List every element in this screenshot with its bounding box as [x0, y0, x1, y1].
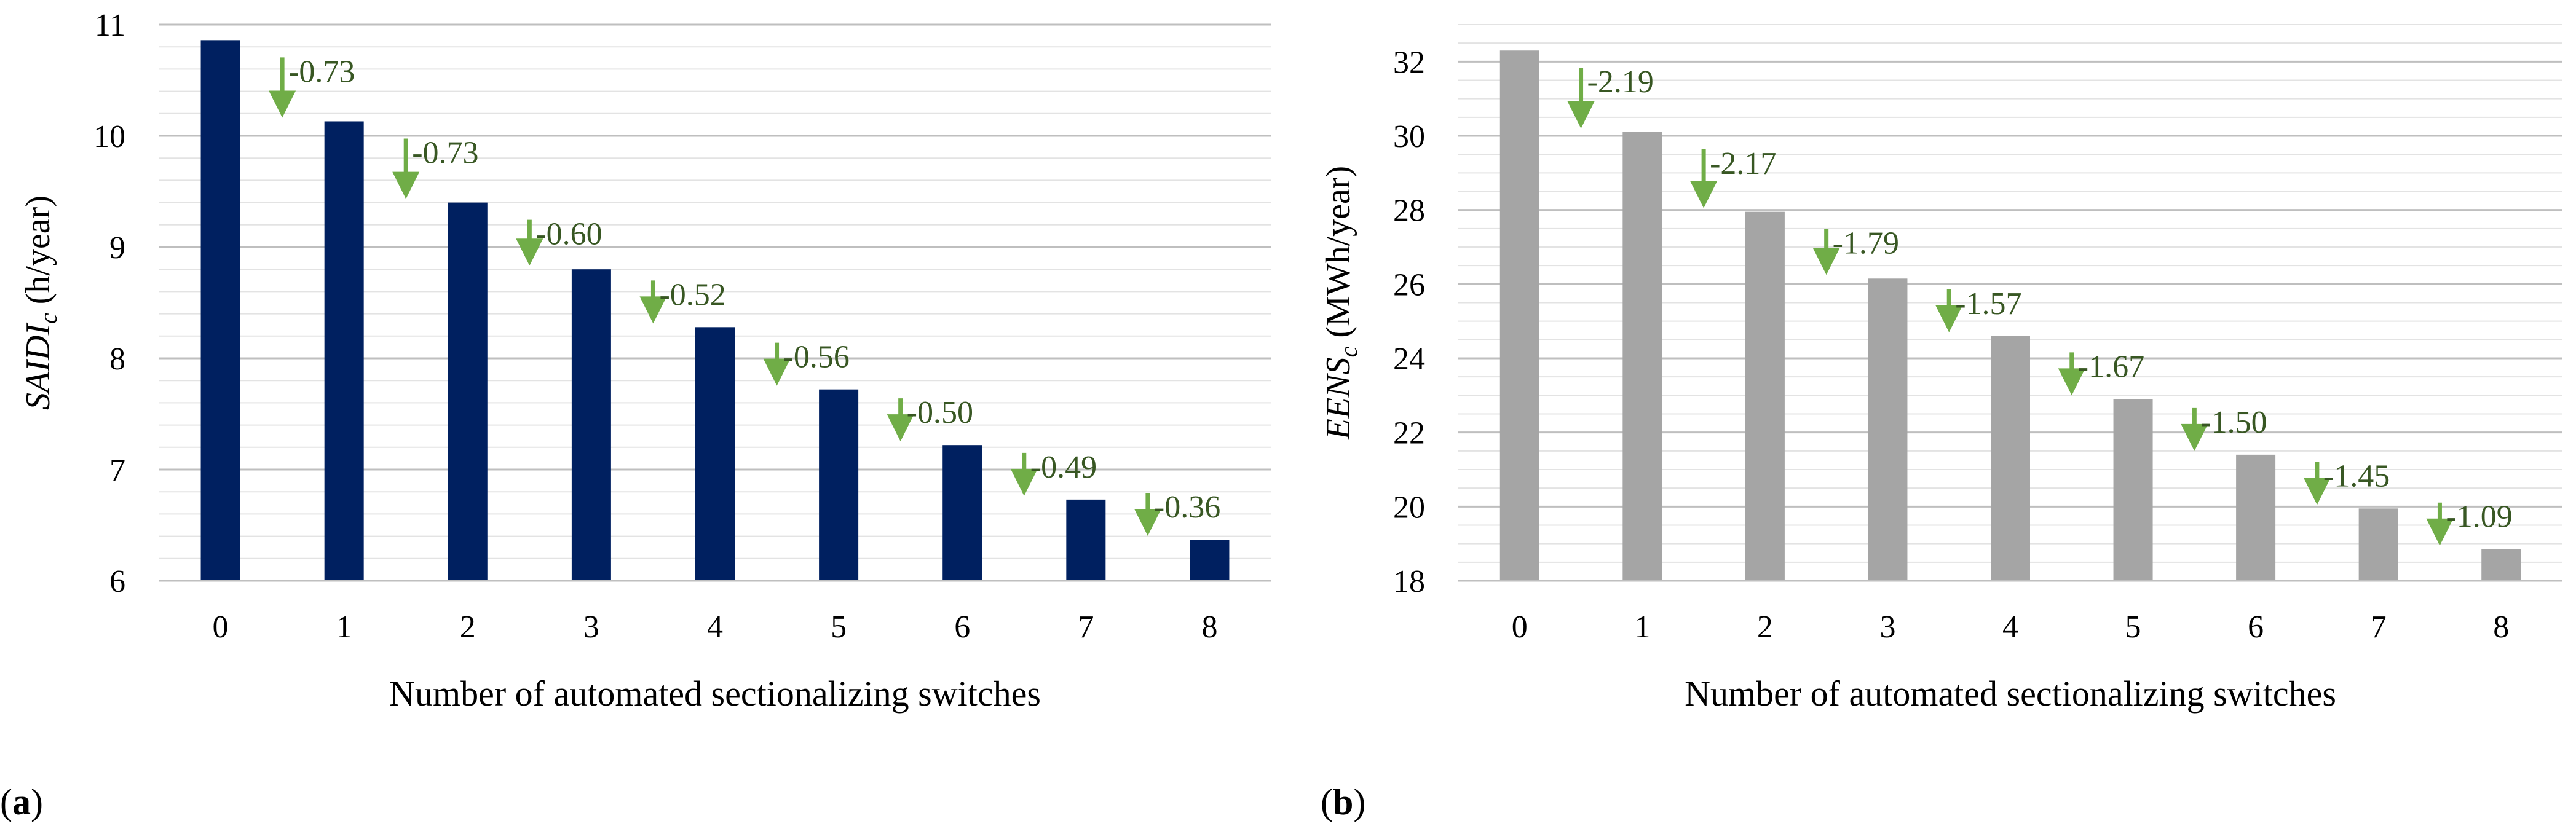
bar-a-3 [571, 269, 611, 581]
x-axis-label-a: Number of automated sectionalizing switc… [389, 674, 1041, 714]
y-tick-label: 11 [95, 8, 125, 43]
panel-label-a: (a) [0, 782, 43, 822]
y-tick-label: 8 [109, 342, 125, 377]
y-tick-label: 24 [1393, 342, 1425, 377]
reduction-label: -0.52 [659, 277, 725, 312]
y-tick-label: 6 [109, 564, 125, 599]
reduction-arrow-head [1010, 468, 1038, 496]
y-tick-label: 9 [109, 230, 125, 266]
x-tick-label: 5 [2125, 610, 2141, 645]
x-tick-labels-b: 0 1 2 3 4 5 6 7 8 [1512, 610, 2509, 645]
x-tick-label: 8 [1201, 610, 1217, 645]
x-tick-label: 7 [2371, 610, 2387, 645]
x-tick-label: 0 [213, 610, 229, 645]
reduction-label: -1.09 [2446, 500, 2512, 535]
reduction-arrow-head [763, 358, 791, 386]
y-axis-label-b: EENSc (MWh/year) [1319, 166, 1362, 440]
reduction-arrow-head [516, 238, 543, 266]
reduction-label: -0.36 [1154, 490, 1220, 525]
bar-a-5 [819, 389, 859, 581]
chart-panel-a: -0.73 -0.73 -0.60 -0.52 -0.56 -0.50 -0.49 -0.36… [0, 8, 1271, 822]
reduction-arrow-head [1690, 181, 1718, 208]
y-tick-label: 20 [1393, 490, 1425, 525]
bar-a-0 [200, 40, 240, 581]
x-tick-label: 8 [2493, 610, 2509, 645]
y-tick-label: 7 [109, 453, 125, 488]
reduction-arrow-head [887, 414, 914, 442]
bar-b-2 [1745, 211, 1785, 581]
bar-a-2 [448, 202, 488, 581]
reduction-arrow-head [1567, 101, 1595, 128]
reduction-arrow-head [392, 171, 420, 199]
reduction-label: -0.73 [412, 135, 478, 170]
reduction-label: -0.49 [1030, 450, 1097, 485]
reduction-label: -1.67 [2078, 349, 2144, 384]
bar-a-6 [942, 445, 982, 581]
x-tick-label: 3 [583, 610, 599, 645]
y-tick-label: 22 [1393, 416, 1425, 451]
x-tick-label: 6 [954, 610, 970, 645]
reduction-arrow-head [2058, 368, 2085, 396]
y-tick-label: 30 [1393, 119, 1425, 154]
reduction-label: -0.56 [783, 340, 850, 375]
reduction-label: -1.50 [2200, 405, 2267, 440]
reduction-label: -2.19 [1587, 65, 1654, 100]
x-tick-label: 1 [1634, 610, 1650, 645]
y-axis-label-a: SAIDIc (h/year) [19, 195, 62, 410]
x-tick-label: 0 [1512, 610, 1528, 645]
bar-b-1 [1622, 132, 1662, 581]
bar-b-4 [1991, 336, 2030, 581]
bar-b-5 [2113, 399, 2153, 581]
x-tick-label: 4 [707, 610, 723, 645]
x-tick-label: 3 [1879, 610, 1895, 645]
x-tick-label: 4 [2002, 610, 2018, 645]
reduction-arrow-head [1812, 248, 1840, 275]
reduction-arrow-head [2181, 423, 2208, 451]
y-tick-labels-b: 18 20 22 24 26 28 30 32 [1393, 45, 1425, 599]
reduction-arrow-head [2303, 478, 2331, 505]
reduction-label: -1.57 [1955, 286, 2021, 321]
y-tick-label: 10 [93, 119, 125, 154]
y-tick-labels-a: 6 7 8 9 10 11 [93, 8, 125, 599]
x-tick-label: 2 [1757, 610, 1773, 645]
y-tick-label: 28 [1393, 194, 1425, 229]
bar-b-3 [1868, 278, 1908, 581]
bar-b-8 [2481, 549, 2521, 581]
reduction-arrow-head [1935, 305, 1963, 332]
x-tick-labels-a: 0 1 2 3 4 5 6 7 8 [213, 610, 1218, 645]
x-axis-label-b: Number of automated sectionalizing switc… [1685, 674, 2336, 714]
x-tick-label: 2 [460, 610, 476, 645]
reduction-arrow-head [1134, 509, 1161, 537]
bar-a-7 [1066, 499, 1106, 581]
y-tick-label: 26 [1393, 267, 1425, 302]
reduction-arrow-head [2426, 518, 2454, 546]
y-tick-label: 18 [1393, 564, 1425, 599]
reduction-label: -1.79 [1833, 226, 1899, 261]
reduction-label: -0.50 [907, 395, 973, 430]
annotations-b: -2.19 -2.17 -1.79 -1.57 -1.67 -1.50 -1.45 -1.09 [1567, 65, 2513, 546]
bar-a-4 [695, 327, 735, 581]
x-tick-label: 7 [1078, 610, 1094, 645]
reduction-label: -0.60 [535, 217, 602, 252]
bar-a-1 [324, 121, 364, 581]
bar-b-7 [2358, 508, 2398, 581]
reduction-label: -1.45 [2323, 458, 2390, 494]
y-tick-label: 32 [1393, 45, 1425, 80]
x-tick-label: 5 [831, 610, 847, 645]
reduction-arrow-head [639, 296, 667, 324]
annotations-a: -0.73 -0.73 -0.60 -0.52 -0.56 -0.50 -0.49 -0.36 [269, 54, 1220, 537]
bar-b-0 [1499, 50, 1539, 581]
chart-panel-b: -2.19 -2.17 -1.79 -1.57 -1.67 -1.50 -1.45 -1.09… [1319, 24, 2562, 822]
reduction-arrow-head [269, 90, 296, 118]
x-tick-label: 1 [336, 610, 352, 645]
bar-a-8 [1190, 540, 1230, 581]
bars-b [1499, 50, 2521, 581]
panel-label-b: (b) [1321, 782, 1365, 822]
x-tick-label: 6 [2248, 610, 2264, 645]
reduction-label: -0.73 [288, 54, 355, 89]
bars-a [200, 40, 1230, 581]
reduction-label: -2.17 [1710, 146, 1776, 181]
bar-b-6 [2236, 454, 2276, 581]
